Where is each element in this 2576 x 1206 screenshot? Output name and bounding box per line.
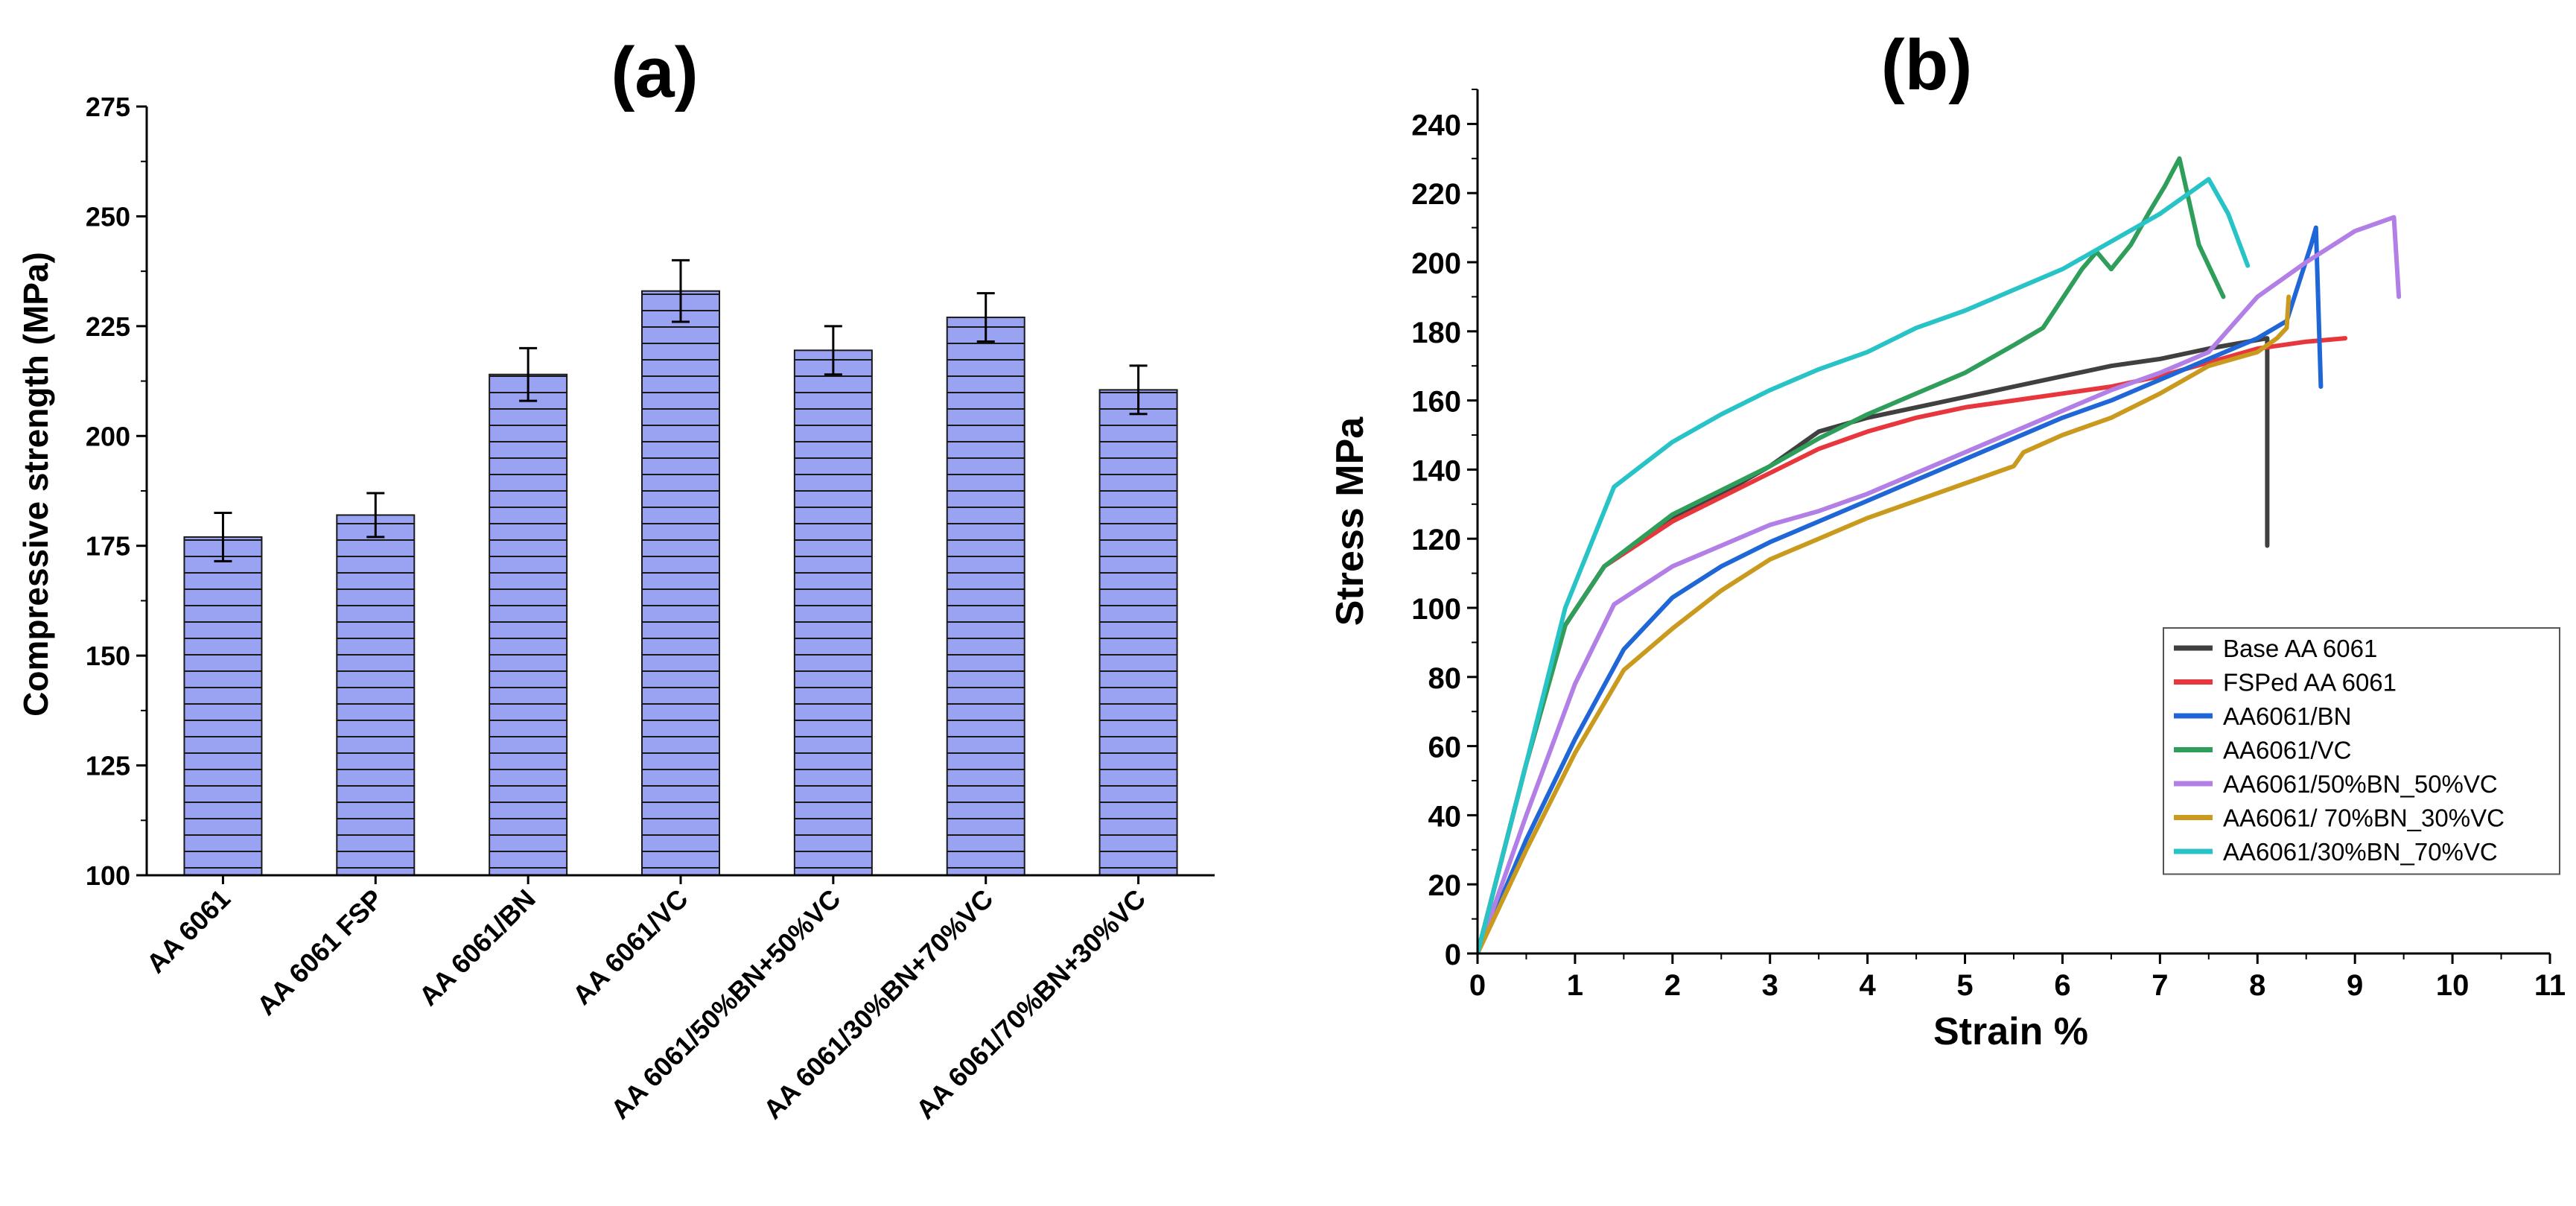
y-tick-label: 140	[1411, 454, 1461, 487]
legend-label: AA6061/ 70%BN_30%VC	[2223, 804, 2505, 832]
y-tick-label: 200	[1411, 247, 1461, 280]
y-tick-label: 180	[1411, 317, 1461, 349]
y-tick-label: 80	[1428, 662, 1462, 695]
line-chart-y-axis-label: Stress MPa	[1329, 416, 1372, 626]
y-tick-label: 250	[86, 201, 130, 232]
bar	[336, 514, 416, 876]
y-tick-label: 275	[86, 92, 130, 122]
line-chart-legend: Base AA 6061 FSPed AA 6061 AA6061/BN AA6061…	[2163, 627, 2560, 875]
x-tick-label: 6	[2054, 969, 2070, 1002]
x-tick-label: 7	[2152, 969, 2168, 1002]
y-tick-label: 175	[86, 531, 130, 562]
line-chart-x-ticks: 0 1 2 3 4 5 6 7 8 9 10 11	[1469, 953, 2566, 1002]
legend-label: AA6061/50%BN_50%VC	[2223, 770, 2498, 798]
series-line	[1478, 177, 2251, 953]
bar-series	[183, 290, 1178, 876]
y-tick-label: 100	[1411, 593, 1461, 626]
x-tick-label: 9	[2347, 969, 2363, 1002]
y-tick-label: 160	[1411, 386, 1461, 419]
x-tick-label: 3	[1762, 969, 1778, 1002]
bar	[641, 290, 720, 876]
bar	[946, 317, 1025, 876]
x-tick-label: AA 6061 FSP	[251, 883, 389, 1021]
x-tick-label: 10	[2436, 969, 2470, 1002]
x-tick-label: AA 6061/BN	[413, 883, 541, 1012]
y-tick-label: 60	[1428, 731, 1462, 764]
bar-chart-y-ticks: 100 125 150 175 200 225 250 275	[86, 92, 147, 891]
x-tick-label: 1	[1567, 969, 1583, 1002]
legend-label: Base AA 6061	[2223, 635, 2377, 662]
y-tick-label: 40	[1428, 800, 1462, 833]
y-tick-label: 225	[86, 311, 130, 342]
legend-label: FSPed AA 6061	[2223, 669, 2397, 696]
y-tick-label: 0	[1445, 939, 1461, 971]
y-tick-label: 125	[86, 751, 130, 781]
x-tick-label: 0	[1469, 969, 1486, 1002]
bar	[1098, 389, 1178, 876]
legend-label: AA6061/BN	[2223, 702, 2351, 730]
line-chart-x-axis-label: Strain %	[1933, 1010, 2088, 1053]
x-tick-label: 11	[2534, 969, 2566, 1002]
y-tick-label: 200	[86, 421, 130, 451]
y-tick-label: 20	[1428, 869, 1462, 902]
x-tick-label: AA 6061	[141, 883, 237, 980]
series-line	[1478, 294, 2292, 953]
bar	[183, 536, 263, 876]
line-series	[1478, 156, 2402, 953]
line-chart-y-ticks: 0 20 40 60 80 100 120 140 160 180 200 220 240	[1411, 89, 1478, 971]
y-tick-label: 220	[1411, 178, 1461, 211]
x-tick-label: 8	[2249, 969, 2265, 1002]
x-tick-label: 5	[1956, 969, 1973, 1002]
bar-chart-y-axis-label: Compressive strength (MPa)	[16, 252, 55, 717]
line-chart-title: (b)	[1881, 25, 1973, 105]
series-line	[1478, 225, 2324, 953]
error-bars	[214, 258, 1148, 562]
line-chart-panel: (b) Stress MPa Strain % 0204060801001201…	[1329, 25, 2566, 1053]
x-tick-label: AA 6061/VC	[567, 883, 694, 1011]
series-line	[1478, 215, 2402, 953]
bar-chart-title: (a)	[611, 33, 698, 112]
x-tick-label: 4	[1860, 969, 1877, 1002]
bar	[489, 373, 568, 876]
y-tick-label: 240	[1411, 109, 1461, 142]
bar-chart-panel: (a) Compressive strength (MPa) 100 125 150…	[16, 33, 1215, 1125]
legend-label: AA6061/30%BN_70%VC	[2223, 838, 2498, 866]
bar-chart-x-ticks: AA 6061 AA 6061 FSP AA 6061/BN AA 6061/VCAA…	[141, 875, 1151, 1125]
x-tick-label: 2	[1664, 969, 1681, 1002]
bar	[793, 349, 873, 876]
y-tick-label: 120	[1411, 524, 1461, 556]
y-tick-label: 150	[86, 641, 130, 671]
y-tick-label: 100	[86, 860, 130, 891]
legend-label: AA6061/VC	[2223, 737, 2351, 764]
series-line	[1478, 156, 2226, 953]
legend-box	[2163, 627, 2560, 875]
